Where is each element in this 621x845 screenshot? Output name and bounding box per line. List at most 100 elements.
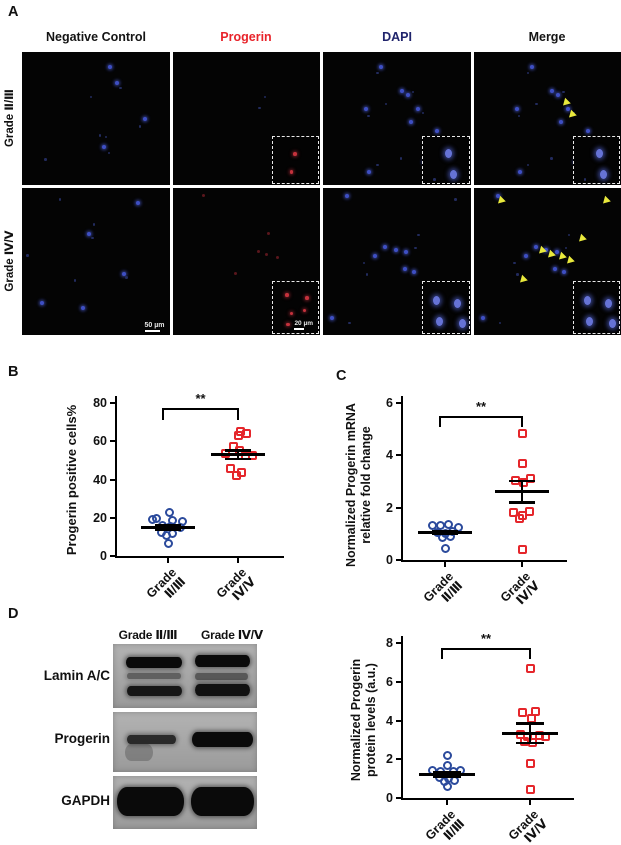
cell-nucleus-dot [364, 106, 369, 111]
x-group-label: Grade Ⅳ/Ⅴ [479, 569, 543, 634]
cell-nucleus-dot [544, 248, 549, 253]
chart-b-y-axis-title: Progerin positive cells% [64, 404, 79, 556]
cell-nucleus-dot [345, 193, 350, 198]
cell-nucleus-dot [44, 158, 47, 161]
data-point-square [524, 507, 534, 517]
cell-nucleus-dot [376, 71, 379, 75]
data-point-square [225, 464, 235, 474]
cell-nucleus-dot [513, 261, 516, 264]
blot-row-label-gapdh: GAPDH [61, 793, 110, 808]
cell-nucleus-dot [414, 246, 417, 250]
y-tick-label: 4 [386, 713, 393, 728]
cell-nucleus-dot [454, 298, 462, 308]
cell-nucleus-dot [454, 198, 457, 201]
column-header-progerin: Progerin [220, 30, 272, 44]
mean-line [418, 531, 472, 535]
micrograph-cell-r1c2 [323, 188, 471, 335]
blot-band [195, 654, 250, 668]
cell-nucleus-dot [609, 319, 617, 329]
x-tick [446, 800, 448, 805]
cell-nucleus-dot [39, 301, 44, 306]
yellow-arrowhead-icon [600, 195, 611, 207]
y-tick [110, 478, 115, 481]
blot-band [125, 656, 183, 668]
chart-b-x-axis [115, 556, 284, 558]
mean-line [141, 525, 195, 529]
cell-nucleus-dot [376, 163, 379, 167]
y-tick [396, 719, 401, 722]
cell-nucleus-dot [404, 249, 409, 254]
y-tick [396, 758, 401, 761]
blot-lane-header-grade-4-5: Grade Ⅳ/Ⅴ [200, 628, 264, 642]
y-tick-label: 6 [386, 674, 393, 689]
chart-c-y-axis [401, 396, 403, 562]
scale-bar-line [144, 330, 160, 332]
cell-nucleus-dot [526, 163, 530, 167]
y-tick [396, 454, 401, 457]
blot-band [127, 734, 177, 744]
cell-nucleus-dot [81, 305, 85, 310]
mean-line [495, 490, 549, 494]
cell-nucleus-dot [393, 248, 398, 253]
micrograph-cell-r1c0: 50 µm [22, 188, 170, 335]
cell-nucleus-dot [125, 276, 128, 279]
y-tick [110, 440, 115, 443]
cell-nucleus-dot [275, 255, 279, 259]
blot-band [195, 684, 250, 696]
cell-nucleus-dot [516, 273, 519, 276]
error-bar-cap-top [433, 771, 461, 774]
y-tick-label: 40 [93, 472, 107, 487]
data-point-circle [427, 521, 437, 531]
chart-b-y-axis [115, 396, 117, 558]
cell-nucleus-dot [526, 71, 530, 75]
blot-lane-header-grade-2-3: Grade Ⅱ/Ⅲ [118, 628, 178, 642]
x-group-label: Grade Ⅱ/Ⅲ [402, 569, 466, 634]
cell-nucleus-dot [383, 245, 388, 250]
cell-nucleus-dot [585, 129, 590, 134]
significance-bracket [162, 408, 239, 420]
significance-bracket [441, 648, 531, 659]
cell-nucleus-dot [107, 65, 112, 70]
cell-nucleus-dot [365, 273, 369, 276]
error-bar-cap-top [509, 479, 535, 483]
cell-nucleus-dot [293, 152, 297, 156]
panel-c-label: C [336, 368, 347, 384]
cell-nucleus-dot [433, 178, 436, 181]
y-tick [396, 642, 401, 644]
cell-nucleus-dot [289, 311, 294, 316]
x-tick [167, 558, 169, 563]
data-point-square [517, 545, 527, 555]
significance-label: ** [480, 631, 492, 646]
cell-nucleus-dot [138, 125, 142, 128]
chart-c-y-axis-title: Normalized Progerin mRNA relative fold c… [344, 385, 374, 585]
cell-nucleus-dot [572, 111, 575, 115]
y-tick-label: 4 [386, 448, 393, 463]
cell-nucleus-dot [566, 106, 571, 111]
cell-nucleus-dot [362, 261, 366, 264]
cell-nucleus-dot [399, 157, 403, 160]
error-bar-cap-top [225, 449, 251, 452]
cell-nucleus-dot [517, 114, 521, 117]
blot-band [192, 731, 253, 748]
y-tick-label: 0 [100, 549, 107, 563]
y-tick [110, 402, 115, 404]
inset-box [271, 136, 319, 184]
cell-nucleus-dot [119, 86, 122, 90]
cell-nucleus-dot [556, 93, 561, 98]
cell-nucleus-dot [564, 246, 568, 250]
cell-nucleus-dot [92, 223, 96, 226]
cell-nucleus-dot [421, 111, 425, 115]
row-label-grade-4-5: Grade Ⅳ/Ⅴ [4, 230, 16, 292]
cell-nucleus-dot [433, 296, 441, 306]
inset-box [422, 281, 470, 334]
cell-nucleus-dot [379, 65, 384, 70]
cell-nucleus-dot [562, 90, 565, 94]
data-point-square [517, 458, 527, 468]
cell-nucleus-dot [523, 254, 528, 259]
cell-nucleus-dot [399, 89, 404, 94]
yellow-arrowhead-icon [566, 109, 577, 120]
cell-nucleus-dot [202, 193, 205, 197]
mean-line [502, 731, 558, 735]
cell-nucleus-dot [411, 270, 416, 275]
yellow-arrowhead-icon [576, 233, 588, 245]
